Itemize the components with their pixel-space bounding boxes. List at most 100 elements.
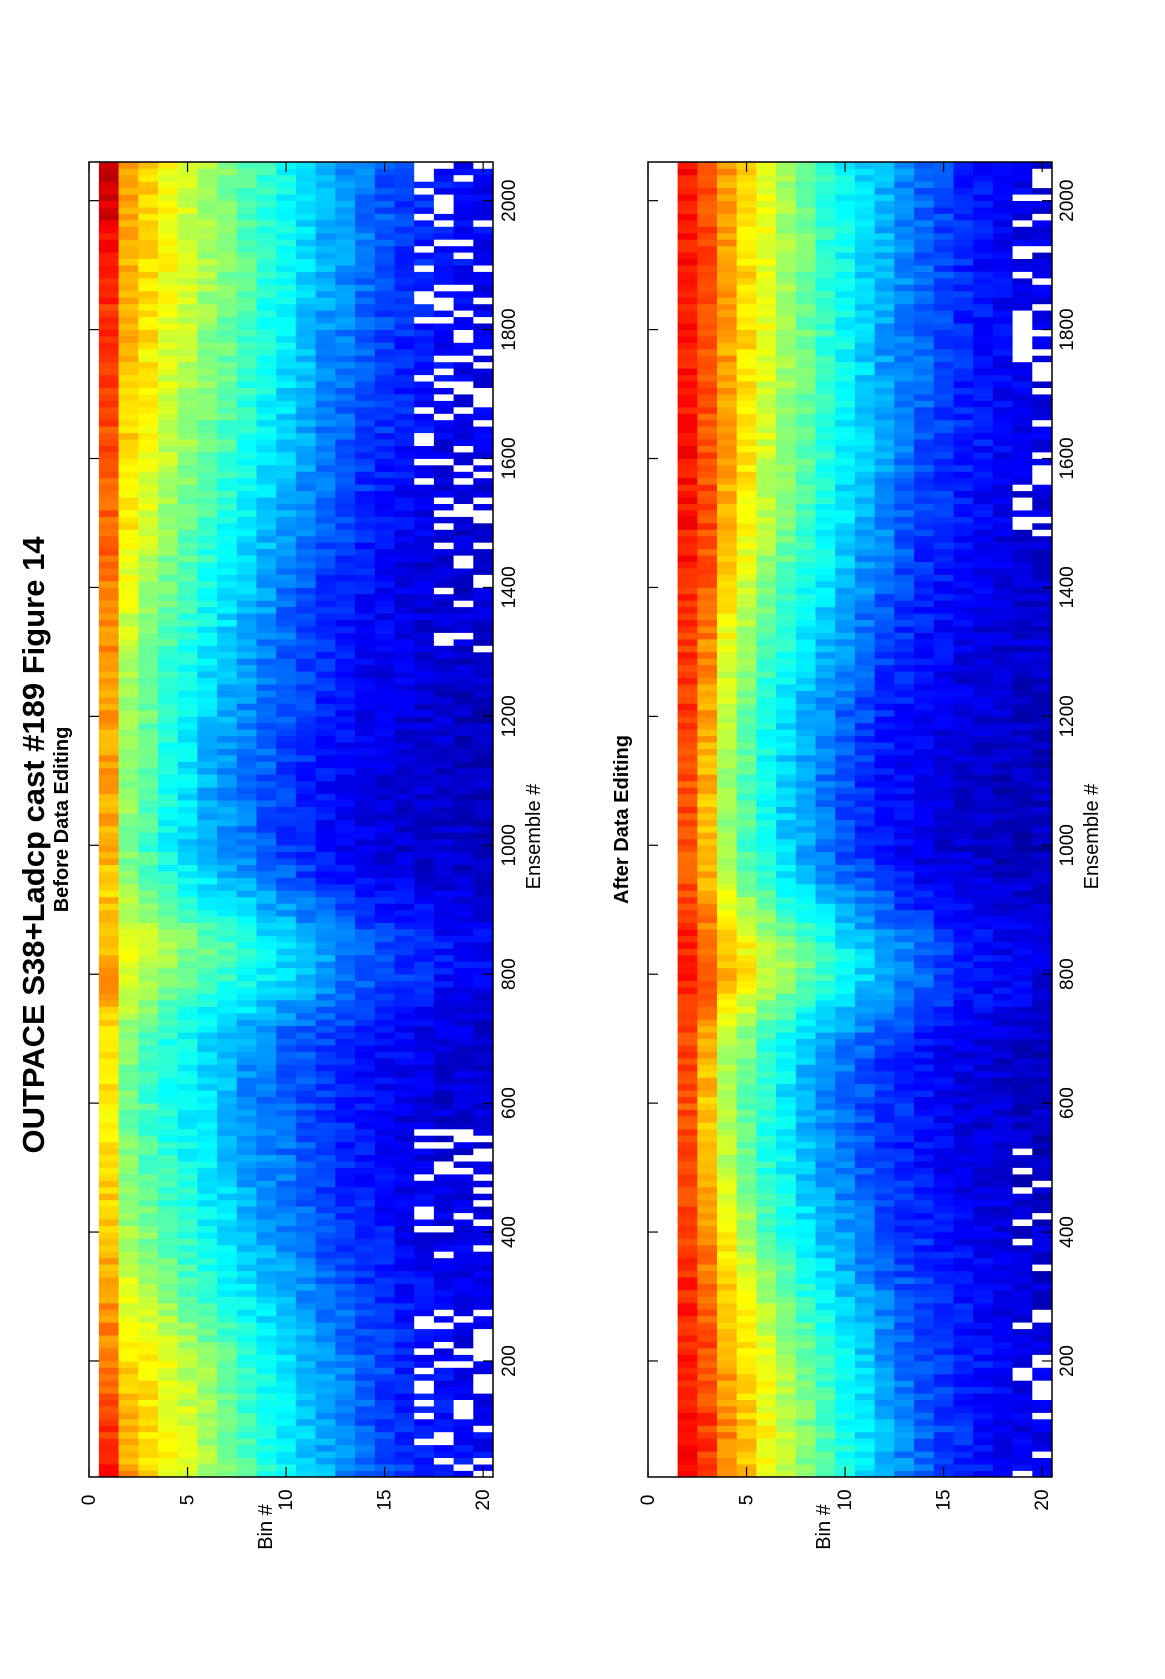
heatmap-cell <box>236 490 257 498</box>
heatmap-cell <box>236 419 257 427</box>
heatmap-cell <box>295 1135 316 1143</box>
heatmap-cell <box>295 722 316 730</box>
heatmap-cell <box>677 1096 698 1104</box>
heatmap-cell <box>394 458 415 466</box>
heatmap-cell <box>217 909 238 917</box>
heatmap-cell <box>236 954 257 962</box>
heatmap-cell <box>433 310 454 318</box>
heatmap-cell <box>677 1328 698 1336</box>
heatmap-cell <box>394 162 415 169</box>
heatmap-cell <box>355 1399 376 1407</box>
heatmap-cell <box>355 1354 376 1362</box>
heatmap-cell <box>315 1219 336 1226</box>
heatmap-cell <box>717 445 738 453</box>
heatmap-cell <box>355 909 376 917</box>
heatmap-cell <box>394 1244 415 1252</box>
heatmap-cell <box>335 568 356 575</box>
heatmap-cell <box>276 1032 297 1039</box>
heatmap-cell <box>453 935 474 943</box>
heatmap-cell <box>677 613 698 620</box>
heatmap-cell <box>315 1212 336 1220</box>
heatmap-cell <box>118 374 139 382</box>
heatmap-cell <box>295 413 316 421</box>
heatmap-cell <box>736 1135 757 1143</box>
heatmap-cell <box>697 458 718 466</box>
heatmap-cell <box>453 1464 474 1471</box>
panel-title: Before Data Editing <box>51 727 73 913</box>
heatmap-cell <box>677 1109 698 1117</box>
heatmap-cell <box>118 639 139 646</box>
heatmap-cell <box>295 671 316 678</box>
heatmap-cell <box>736 626 757 633</box>
heatmap-cell <box>394 1451 415 1458</box>
heatmap-cell <box>276 800 297 807</box>
heatmap-cell <box>717 1206 738 1214</box>
heatmap-cell <box>98 1393 119 1400</box>
heatmap-cell <box>355 1103 376 1110</box>
heatmap-cell <box>355 1122 376 1130</box>
heatmap-cell <box>118 1077 139 1085</box>
heatmap-cell <box>217 213 238 221</box>
heatmap-cell <box>394 1290 415 1297</box>
heatmap-cell <box>677 896 698 904</box>
heatmap-cell <box>355 735 376 743</box>
heatmap-cell <box>256 1219 277 1226</box>
heatmap-cell <box>295 1180 316 1188</box>
heatmap-cell <box>717 593 738 601</box>
heatmap-cell <box>335 884 356 891</box>
heatmap-cell <box>717 890 738 898</box>
heatmap-cell <box>197 1083 218 1091</box>
heatmap-cell <box>138 1045 159 1052</box>
heatmap-cell <box>394 535 415 543</box>
heatmap-cell <box>736 987 757 994</box>
heatmap-cell <box>315 452 336 459</box>
heatmap-cell <box>677 1341 698 1349</box>
y-axis-label: Bin # <box>255 1503 277 1549</box>
heatmap-cell <box>118 961 139 969</box>
heatmap-cell <box>138 226 159 234</box>
heatmap-cell <box>98 220 119 227</box>
heatmap-cell <box>355 1264 376 1272</box>
heatmap-cell <box>158 548 179 556</box>
heatmap-cell <box>217 742 238 749</box>
heatmap-cell <box>414 439 435 446</box>
heatmap-cell <box>433 1064 454 1072</box>
heatmap-cell <box>453 864 474 872</box>
heatmap-cell <box>355 1341 376 1349</box>
heatmap-cell <box>256 265 277 272</box>
heatmap-cell <box>197 916 218 923</box>
heatmap-cell <box>236 787 257 795</box>
heatmap-cell <box>217 1438 238 1446</box>
heatmap-cell <box>177 709 198 717</box>
heatmap-cell <box>453 400 474 408</box>
heatmap-cell <box>374 407 395 414</box>
heatmap-cell <box>236 1070 257 1078</box>
heatmap-cell <box>453 1219 474 1226</box>
heatmap-cell <box>158 1135 179 1143</box>
heatmap-cell <box>453 748 474 756</box>
heatmap-cell <box>276 929 297 936</box>
heatmap-cell <box>295 954 316 962</box>
heatmap-cell <box>98 942 119 949</box>
heatmap-cell <box>355 387 376 395</box>
heatmap-cell <box>736 1090 757 1097</box>
heatmap-cell <box>276 864 297 872</box>
heatmap-cell <box>177 458 198 466</box>
heatmap-cell <box>197 1283 218 1291</box>
heatmap-cell <box>315 458 336 466</box>
heatmap-cell <box>295 858 316 865</box>
heatmap-cell <box>736 600 757 608</box>
heatmap-cell <box>256 1045 277 1052</box>
heatmap-cell <box>414 542 435 550</box>
heatmap-cell <box>158 1348 179 1355</box>
heatmap-cell <box>736 1406 757 1413</box>
heatmap-cell <box>276 1180 297 1188</box>
heatmap-cell <box>697 232 718 240</box>
heatmap-cell <box>355 1038 376 1046</box>
heatmap-cell <box>717 948 738 956</box>
heatmap-cell <box>177 336 198 343</box>
heatmap-cell <box>118 813 139 820</box>
heatmap-cell <box>394 1380 415 1388</box>
heatmap-cell <box>177 1438 198 1446</box>
heatmap-cell <box>677 1083 698 1091</box>
